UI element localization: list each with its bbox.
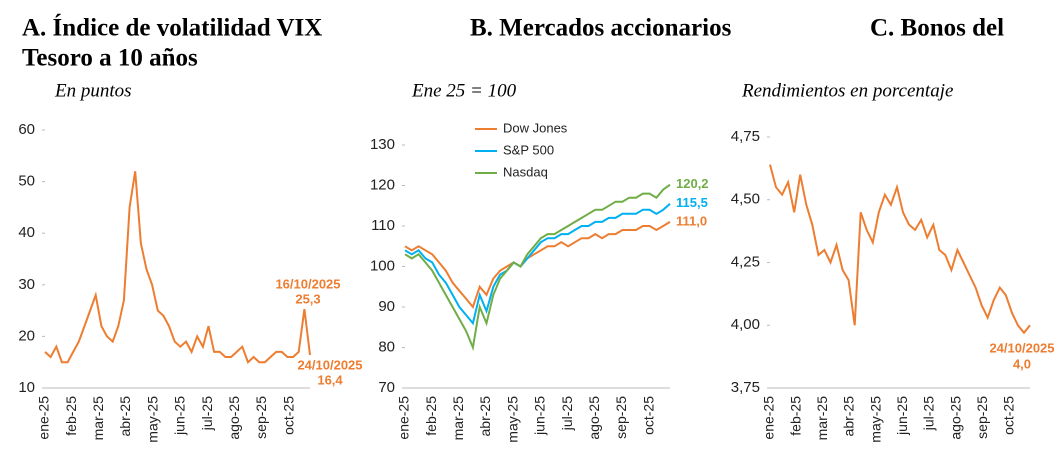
y-tick-label: 40 bbox=[18, 224, 35, 241]
legend-label: Nasdaq bbox=[503, 164, 548, 179]
x-tick-label: abr-25 bbox=[841, 396, 857, 437]
annotation: 111,0 bbox=[676, 213, 707, 228]
x-tick-label: ago-25 bbox=[586, 396, 602, 440]
y-tick-label: 3,75 bbox=[731, 379, 760, 396]
x-tick-label: jul-25 bbox=[921, 396, 937, 431]
chart-title: C. Bonos del bbox=[870, 15, 1004, 42]
x-tick-label: sep-25 bbox=[253, 396, 269, 439]
annotation: 16,4 bbox=[317, 372, 343, 387]
x-tick-label: jun-25 bbox=[894, 396, 910, 436]
annotation: 4,0 bbox=[1013, 356, 1031, 371]
annotation: 16/10/2025 bbox=[275, 276, 340, 291]
chart-title: B. Mercados accionarios bbox=[470, 15, 732, 42]
chart-subtitle: En puntos bbox=[54, 80, 132, 101]
x-tick-label: jun-25 bbox=[532, 396, 548, 436]
x-tick-label: abr-25 bbox=[117, 396, 133, 437]
x-tick-label: oct-25 bbox=[640, 396, 656, 435]
annotation: 24/10/2025 bbox=[989, 340, 1054, 355]
x-tick-label: mar-25 bbox=[814, 396, 830, 441]
y-tick-label: 110 bbox=[371, 217, 395, 234]
x-tick-label: ene-25 bbox=[36, 396, 52, 440]
x-tick-label: jul-25 bbox=[199, 396, 215, 431]
legend-label: Dow Jones bbox=[503, 120, 568, 135]
line-series bbox=[404, 183, 671, 352]
chart-subtitle: Rendimientos en porcentaje bbox=[741, 80, 953, 101]
y-tick-label: 60 bbox=[18, 121, 35, 138]
x-tick-label: mar-25 bbox=[90, 396, 106, 441]
x-tick-label: ago-25 bbox=[226, 396, 242, 440]
y-tick-label: 70 bbox=[378, 379, 395, 396]
y-tick-label: 130 bbox=[370, 136, 395, 153]
x-tick-label: feb-25 bbox=[63, 396, 79, 436]
x-tick-label: feb-25 bbox=[423, 396, 439, 436]
annotation: 25,3 bbox=[295, 291, 320, 306]
x-tick-label: oct-25 bbox=[280, 396, 296, 435]
x-tick-label: sep-25 bbox=[974, 396, 990, 439]
line-series bbox=[404, 202, 671, 326]
x-tick-label: mar-25 bbox=[450, 396, 466, 441]
chart-title: A. Índice de volatilidad VIX bbox=[22, 14, 322, 42]
y-tick-label: 120 bbox=[370, 176, 395, 193]
legend-label: S&P 500 bbox=[503, 142, 554, 157]
y-tick-label: 90 bbox=[378, 298, 395, 315]
line-series bbox=[769, 164, 1031, 335]
x-tick-label: may-25 bbox=[867, 396, 883, 443]
annotation: 120,2 bbox=[676, 176, 709, 191]
y-tick-label: 20 bbox=[18, 327, 35, 344]
x-tick-label: sep-25 bbox=[613, 396, 629, 439]
x-tick-label: abr-25 bbox=[477, 396, 493, 437]
x-tick-label: ene-25 bbox=[761, 396, 777, 440]
y-tick-label: 4,50 bbox=[731, 191, 760, 208]
y-tick-label: 4,00 bbox=[731, 316, 760, 333]
x-tick-label: jul-25 bbox=[559, 396, 575, 431]
chart-subtitle: Ene 25 = 100 bbox=[411, 80, 517, 101]
line-series bbox=[44, 171, 311, 364]
chart-title: Tesoro a 10 años bbox=[22, 45, 198, 72]
annotation: 24/10/2025 bbox=[297, 357, 362, 372]
y-tick-label: 50 bbox=[18, 173, 35, 190]
y-tick-label: 80 bbox=[378, 338, 395, 355]
annotation: 115,5 bbox=[676, 195, 708, 210]
x-tick-label: ago-25 bbox=[947, 396, 963, 440]
y-tick-label: 10 bbox=[18, 379, 35, 396]
x-tick-label: jun-25 bbox=[172, 396, 188, 436]
x-tick-label: may-25 bbox=[504, 396, 520, 443]
x-tick-label: feb-25 bbox=[787, 396, 803, 436]
y-tick-label: 4,25 bbox=[731, 253, 760, 270]
y-tick-label: 4,75 bbox=[731, 128, 760, 145]
y-tick-label: 100 bbox=[370, 257, 395, 274]
y-tick-label: 30 bbox=[18, 276, 35, 293]
x-tick-label: may-25 bbox=[144, 396, 160, 443]
x-tick-label: oct-25 bbox=[1001, 396, 1017, 435]
x-tick-label: ene-25 bbox=[396, 396, 412, 440]
line-series bbox=[404, 221, 671, 310]
